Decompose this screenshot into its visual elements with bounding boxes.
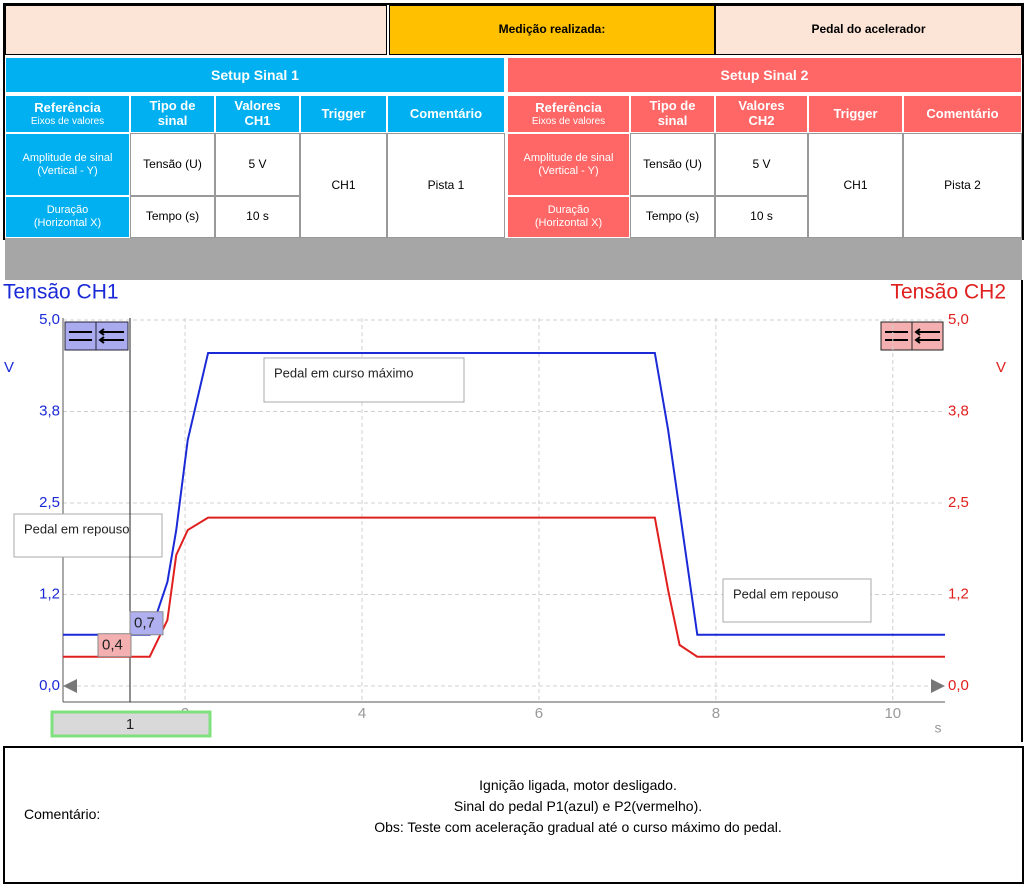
x-tick-label: 10 <box>884 705 901 722</box>
y2-tick-label: 0,0 <box>948 677 969 694</box>
cursor-reading <box>97 633 132 658</box>
column-label: Comentário <box>926 105 999 121</box>
x-tick-label: 4 <box>358 705 366 722</box>
comment-text: Ignição ligada, motor desligado. Sinal do… <box>200 775 956 838</box>
trigger: CH1 <box>300 133 387 238</box>
row-label: Amplitude de sinal (Vertical - Y) <box>507 133 630 196</box>
column-label: Referência <box>34 99 101 115</box>
icon-glyph <box>69 328 124 344</box>
annotation-box <box>722 578 872 623</box>
comment-label: Comentário: <box>24 806 101 822</box>
column-header: Trigger <box>808 95 903 133</box>
column-header: Comentário <box>387 95 505 133</box>
series-line <box>63 351 945 636</box>
signal-type: Tempo (s) <box>630 196 715 238</box>
signal-type: Tensão (U) <box>630 133 715 196</box>
column-header: Trigger <box>300 95 387 133</box>
signal-type: Tempo (s) <box>130 196 215 238</box>
y-axis-title: Tensão CH1 <box>3 281 119 304</box>
cursor-reading-label: 0,4 <box>102 637 123 654</box>
gray-band <box>5 238 1022 280</box>
setup-comment: Pista 2 <box>903 133 1022 238</box>
row-label: Amplitude de sinal (Vertical - Y) <box>5 133 130 196</box>
row-label-text: Amplitude de sinal <box>22 151 113 164</box>
y2-tick-label: 2,5 <box>948 494 969 511</box>
column-label: Tipo de sinal <box>649 98 696 128</box>
row-label-text: Duração <box>46 204 89 217</box>
column-label: Valores CH1 <box>234 98 281 128</box>
signal-value: 5 V <box>215 133 300 196</box>
annotation: Pedal em repouso <box>24 521 130 536</box>
x-unit: s <box>935 720 942 736</box>
row-label: Duração (Horizontal X) <box>5 196 130 238</box>
measurement-label: Medição realizada: <box>389 5 715 55</box>
column-label: Valores CH2 <box>738 98 785 128</box>
column-header: Referência Eixos de valores <box>5 95 130 133</box>
empty-cell <box>5 5 387 55</box>
column-sub: Eixos de valores <box>30 115 105 127</box>
column-header: Referência Eixos de valores <box>507 95 630 133</box>
setup-title: Setup Sinal 1 <box>5 57 505 93</box>
column-header: Valores CH1 <box>215 95 300 133</box>
column-label: Tipo de sinal <box>149 98 196 128</box>
setup-title: Setup Sinal 2 <box>507 57 1022 93</box>
y-tick-label: 2,5 <box>39 494 60 511</box>
setup-comment: Pista 1 <box>387 133 505 238</box>
chart: Tensão CH1 Tensão CH2 V V s 0,0 1,2 2,5 3,8… <box>3 280 1023 742</box>
signal-value: 5 V <box>715 133 808 196</box>
comment-line: Ignição ligada, motor desligado. <box>479 777 677 793</box>
zero-marker <box>63 679 77 693</box>
y-tick-label: 0,0 <box>39 677 60 694</box>
column-sub: Eixos de valores <box>531 115 606 127</box>
measurement-value: Pedal do acelerador <box>715 5 1022 55</box>
column-header: Valores CH2 <box>715 95 808 133</box>
row-label-text: Duração <box>547 204 590 217</box>
y-tick-label: 1,2 <box>39 585 60 602</box>
annotation: Pedal em curso máximo <box>274 365 413 380</box>
column-header: Comentário <box>903 95 1022 133</box>
y2-tick-label: 1,2 <box>948 585 969 602</box>
signal-type: Tensão (U) <box>130 133 215 196</box>
row-label-sub: (Vertical - Y) <box>538 164 599 177</box>
cursor-reading <box>129 611 164 636</box>
cursor-reading-label: 0,7 <box>134 615 155 632</box>
row-label-sub: (Horizontal X) <box>33 217 102 229</box>
comment-line: Obs: Teste com aceleração gradual até o … <box>374 819 782 835</box>
row-label-sub: (Horizontal X) <box>534 217 603 229</box>
annotation-box <box>263 357 465 403</box>
y-unit: V <box>4 359 14 376</box>
column-label: Trigger <box>833 105 878 121</box>
column-header: Tipo de sinal <box>130 95 215 133</box>
annotation: Pedal em repouso <box>733 586 839 601</box>
cursor-handle-label: 1 <box>126 716 134 733</box>
row-label-text: Amplitude de sinal <box>523 151 614 164</box>
x-tick-label: 6 <box>535 705 543 722</box>
row-label-sub: (Vertical - Y) <box>37 164 98 177</box>
icon-glyph <box>885 328 940 344</box>
y-tick-label: 3,8 <box>39 402 60 419</box>
y2-tick-label: 5,0 <box>948 311 969 328</box>
x-tick-label: 8 <box>712 705 720 722</box>
column-header: Tipo de sinal <box>630 95 715 133</box>
y2-axis-title: Tensão CH2 <box>890 281 1006 304</box>
signal-value: 10 s <box>715 196 808 238</box>
column-label: Trigger <box>321 105 366 121</box>
signal-value: 10 s <box>215 196 300 238</box>
column-label: Comentário <box>409 105 483 121</box>
cursor-handle <box>50 710 212 738</box>
column-label: Referência <box>535 99 602 115</box>
y2-unit: V <box>996 359 1006 376</box>
annotation-box <box>13 513 163 558</box>
comment-frame <box>3 746 1024 884</box>
row-label: Duração (Horizontal X) <box>507 196 630 238</box>
y-tick-label: 5,0 <box>39 311 60 328</box>
trigger: CH1 <box>808 133 903 238</box>
zero-marker <box>931 679 945 693</box>
comment-line: Sinal do pedal P1(azul) e P2(vermelho). <box>453 798 703 814</box>
y2-tick-label: 3,8 <box>948 402 969 419</box>
